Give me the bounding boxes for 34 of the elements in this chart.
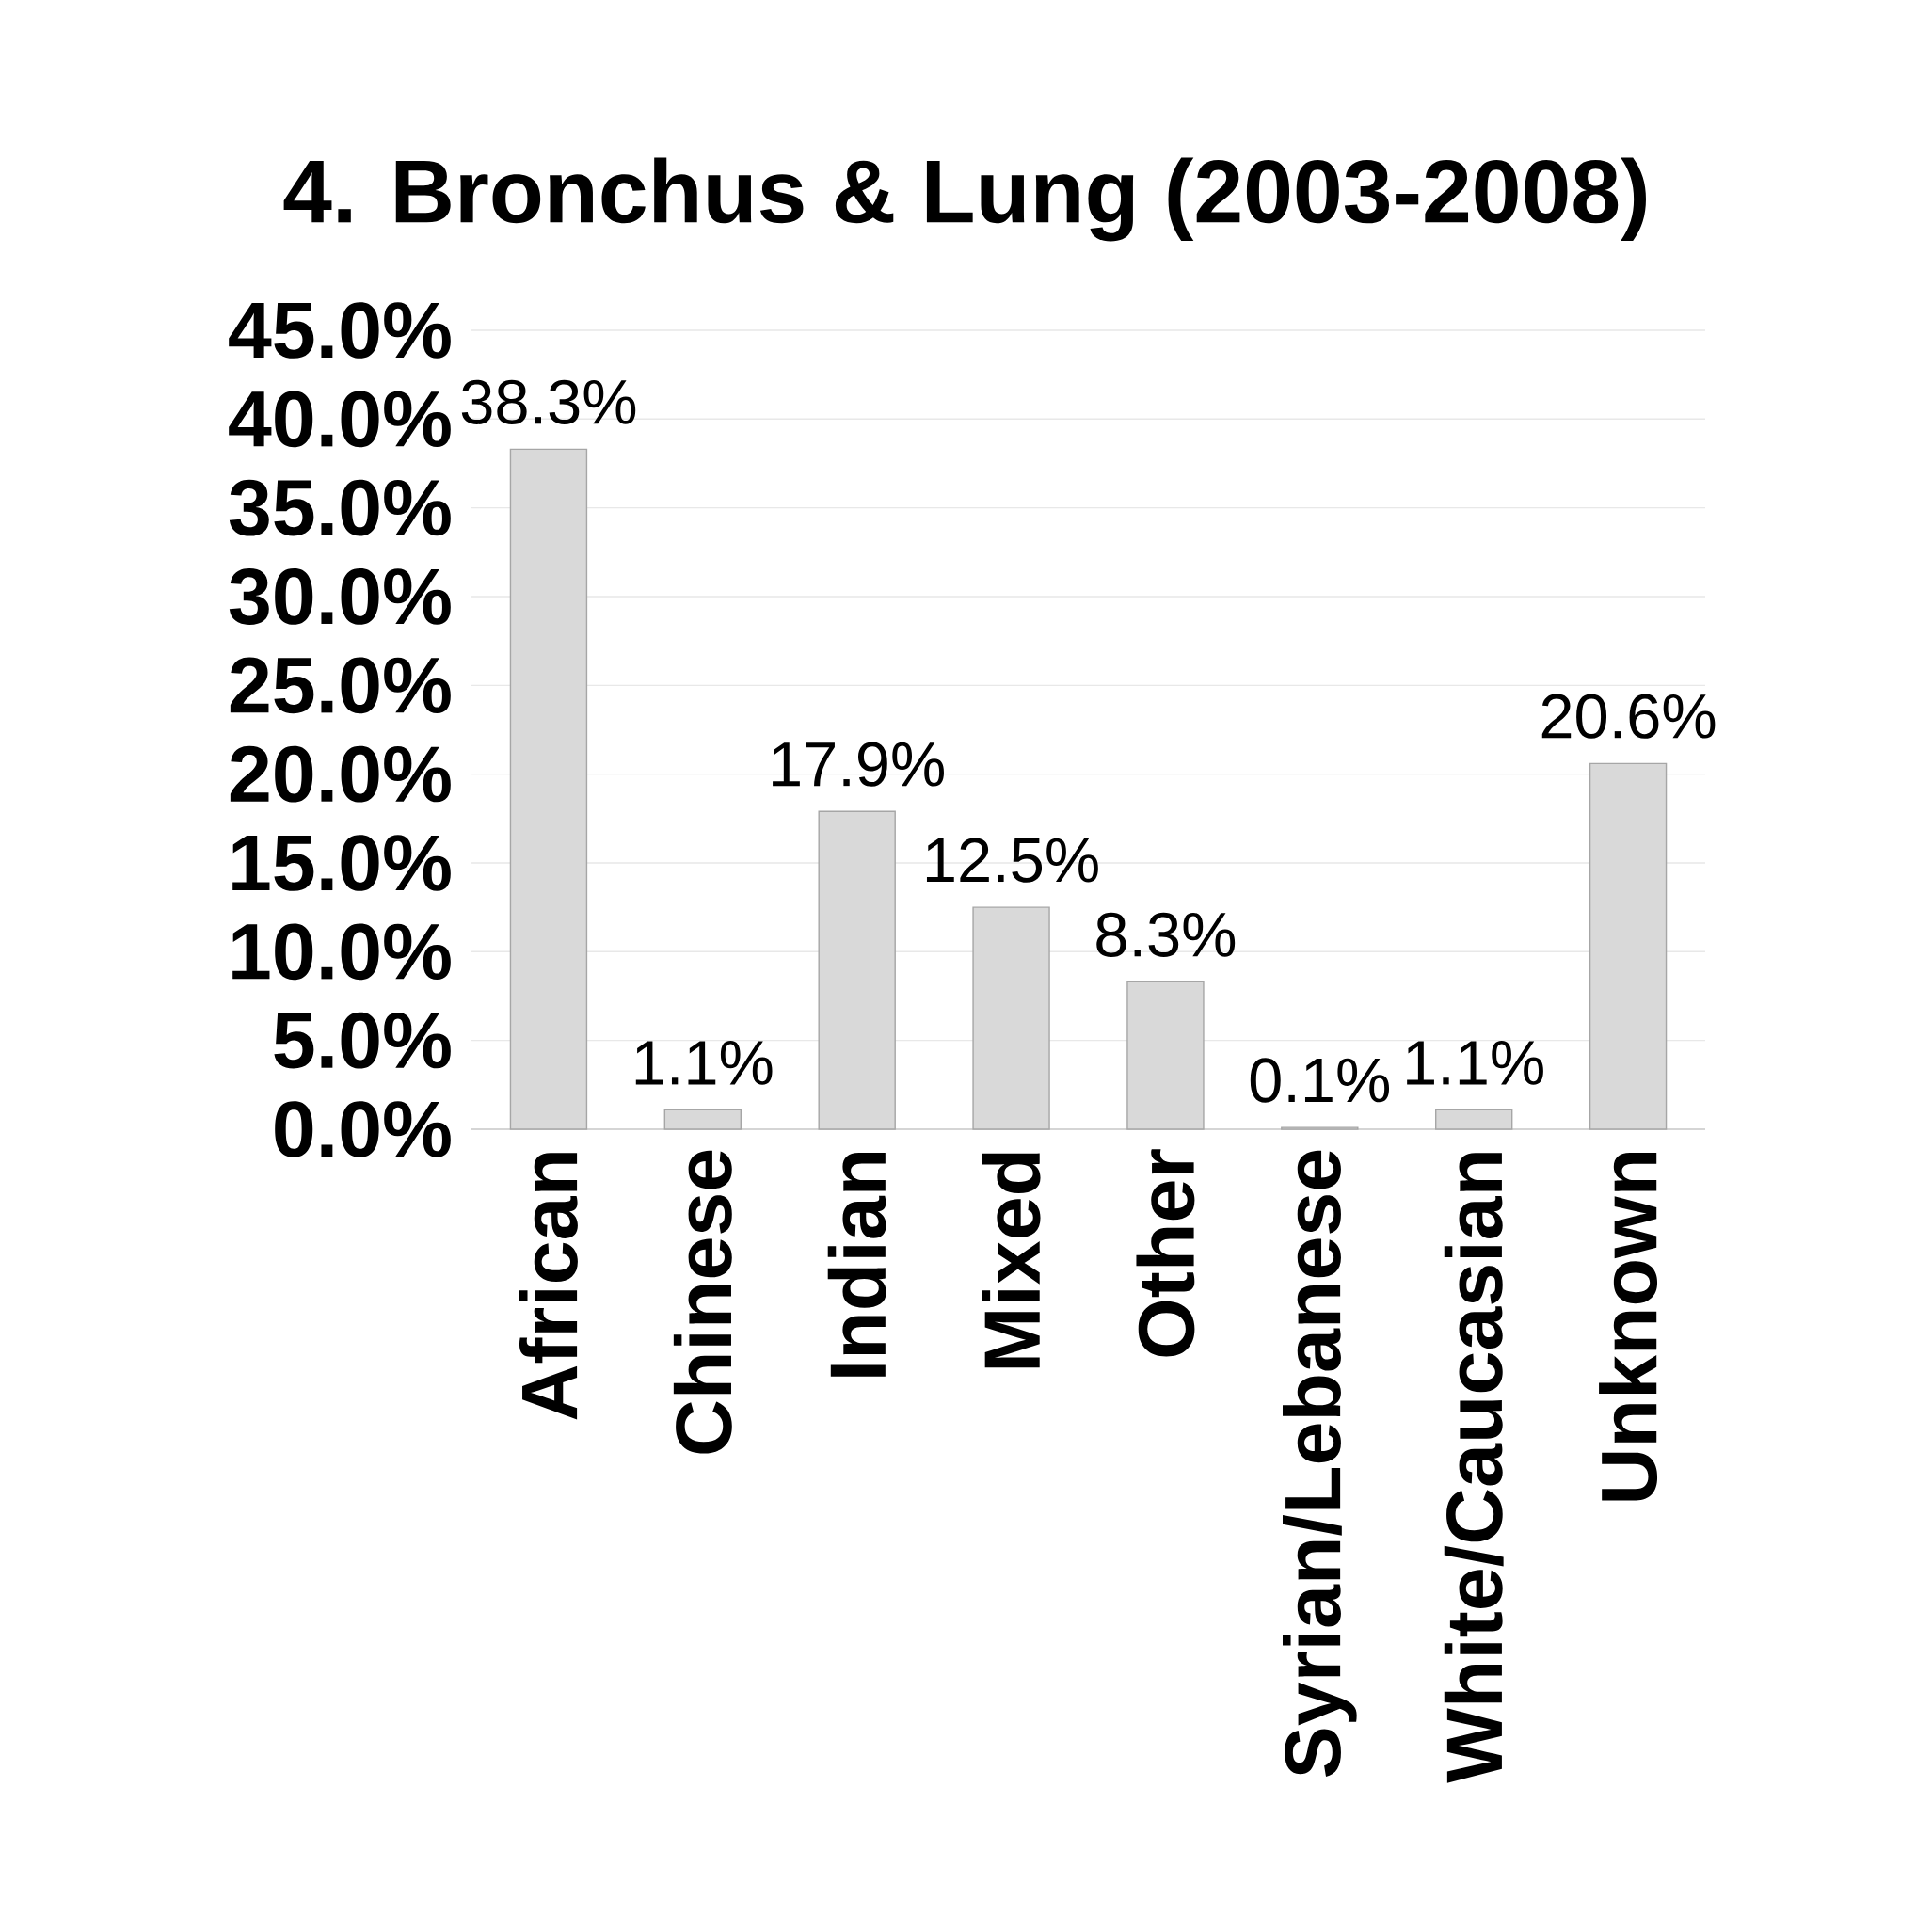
data-label: 1.1%: [1407, 1041, 1543, 1085]
y-tick-label: 25.0%: [230, 657, 451, 714]
y-tick-label: 35.0%: [229, 479, 451, 536]
y-tick-label: 40.0%: [229, 391, 451, 448]
data-label: 20.6%: [1541, 694, 1716, 739]
data-label: 12.5%: [926, 838, 1098, 883]
y-tick-label: 15.0%: [232, 835, 451, 891]
bar: [818, 810, 896, 1130]
y-tick-label: 30.0%: [229, 568, 451, 625]
x-tick-label: White/Caucasian: [1444, 1153, 1504, 1783]
x-tick-label: Chinese: [673, 1150, 732, 1454]
bar: [1126, 981, 1205, 1130]
bar: [1434, 1109, 1513, 1130]
y-tick-label: 0.0%: [275, 1101, 451, 1157]
y-tick-label: 20.0%: [230, 745, 451, 803]
x-tick-label: Syrian/Lebanese: [1283, 1150, 1357, 1777]
y-tick-label: 45.0%: [229, 302, 451, 359]
x-tick-label: Mixed: [982, 1153, 1041, 1368]
data-label: 38.3%: [461, 379, 636, 424]
y-tick-label: 5.0%: [274, 1012, 451, 1069]
y-tick-label: 10.0%: [232, 923, 451, 981]
data-label: 0.1%: [1250, 1058, 1390, 1103]
data-label: 17.9%: [773, 742, 944, 787]
data-label: 1.1%: [635, 1041, 773, 1085]
bar: [972, 906, 1050, 1130]
bar: [1589, 762, 1668, 1130]
x-tick-label: Unknown: [1599, 1153, 1658, 1501]
x-tick-label: Other: [1136, 1149, 1195, 1357]
bar: [663, 1109, 742, 1130]
data-label: 8.3%: [1096, 912, 1236, 957]
bar: [509, 448, 588, 1130]
x-tick-label: Indian: [827, 1153, 886, 1377]
chart-title: 4. Bronchus & Lung (2003-2008): [283, 157, 1646, 242]
x-tick-label: African: [519, 1153, 578, 1420]
